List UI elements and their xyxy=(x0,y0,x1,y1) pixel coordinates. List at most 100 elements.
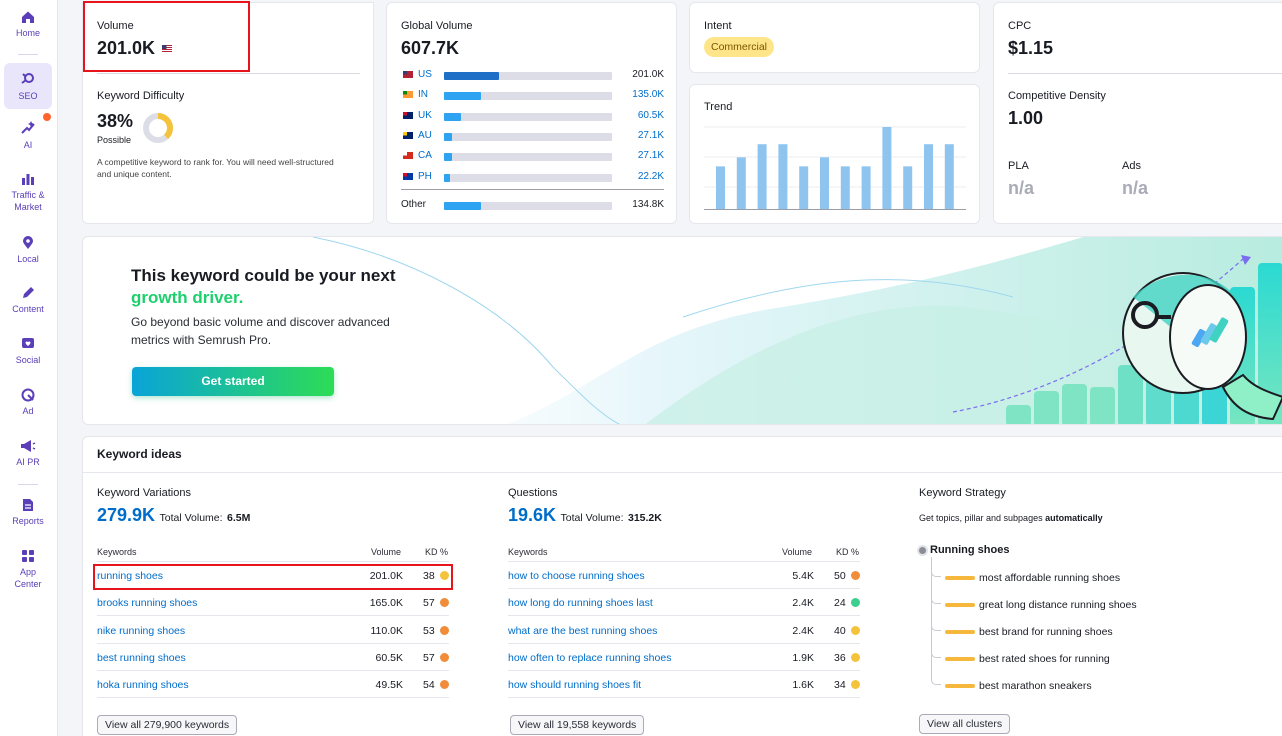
keyword-volume: 1.6K xyxy=(792,679,814,692)
keyword-link[interactable]: how long do running shoes last xyxy=(508,597,653,610)
view-all-clusters-button[interactable]: View all clusters xyxy=(919,714,1011,734)
trend-card: Trend xyxy=(689,84,980,224)
trend-bar[interactable] xyxy=(903,166,913,209)
cluster-item[interactable]: best brand for running shoes xyxy=(931,617,1271,639)
view-all-questions-button[interactable]: View all 19,558 keywords xyxy=(510,715,645,735)
nav-home[interactable]: Home xyxy=(4,10,52,46)
keyword-volume: 49.5K xyxy=(375,679,403,692)
keyword-kd: 57 xyxy=(423,652,449,664)
nav-ai-pr[interactable]: AI PR xyxy=(4,439,52,471)
country-code[interactable]: IN xyxy=(418,89,428,101)
country-code[interactable]: AU xyxy=(418,129,432,141)
trend-bar[interactable] xyxy=(736,157,746,209)
trend-bar[interactable] xyxy=(799,166,809,209)
country-volume[interactable]: 27.1K xyxy=(637,129,664,141)
col-keywords: Keywords xyxy=(97,547,137,557)
strategy-desc-bold: automatically xyxy=(1045,513,1103,523)
volume-number: 201.0K xyxy=(97,38,156,58)
nav-seo[interactable]: SEO xyxy=(4,63,52,109)
nav-center-label: Center xyxy=(14,579,42,589)
questions-count[interactable]: 19.6K xyxy=(508,505,557,525)
cluster-item[interactable]: most affordable running shoes xyxy=(931,563,1271,585)
table-row: how to choose running shoes 5.4K 50 xyxy=(508,562,860,589)
intent-label: Intent xyxy=(704,20,732,32)
keyword-link[interactable]: how often to replace running shoes xyxy=(508,651,672,664)
trend-bar[interactable] xyxy=(944,144,954,209)
table-row: best running shoes 60.5K 57 xyxy=(97,644,449,671)
cluster-item[interactable]: best marathon sneakers xyxy=(931,671,1271,693)
kd-level: Possible xyxy=(97,135,132,145)
country-code[interactable]: PH xyxy=(418,170,432,182)
keyword-link[interactable]: hoka running shoes xyxy=(97,679,189,692)
divider xyxy=(508,561,860,562)
cluster-volume-bar xyxy=(945,630,975,634)
keyword-link[interactable]: brooks running shoes xyxy=(97,597,198,610)
keyword-volume: 2.4K xyxy=(792,624,814,637)
trend-bar[interactable] xyxy=(882,127,892,209)
country-code[interactable]: CA xyxy=(418,150,432,162)
keyword-ideas-section: Keyword ideas Keyword Variations 279.9K … xyxy=(82,436,1282,736)
keyword-link[interactable]: best running shoes xyxy=(97,651,186,664)
keyword-link[interactable]: nike running shoes xyxy=(97,624,186,637)
cluster-volume-bar xyxy=(945,684,975,688)
keyword-strategy-panel: Keyword Strategy Get topics, pillar and … xyxy=(919,487,1282,736)
trend-bar[interactable] xyxy=(924,144,933,209)
kd-status-dot xyxy=(850,652,860,662)
variations-count[interactable]: 279.9K xyxy=(97,505,156,525)
country-volume[interactable]: 60.5K xyxy=(637,109,664,121)
cluster-volume-bar xyxy=(945,603,975,607)
country-share-fill xyxy=(444,92,481,101)
table-row: how often to replace running shoes 1.9K 36 xyxy=(508,644,860,671)
other-share-bar xyxy=(444,202,612,210)
kd-status-dot xyxy=(439,571,449,580)
other-share-fill xyxy=(444,202,481,210)
cluster-label: great long distance running shoes xyxy=(979,599,1137,611)
country-volume[interactable]: 22.2K xyxy=(637,170,664,182)
trend-bar[interactable] xyxy=(861,166,871,209)
trend-bar[interactable] xyxy=(820,157,829,209)
nav-ad[interactable]: Ad xyxy=(4,388,52,420)
trend-bar[interactable] xyxy=(716,166,725,209)
table-row: nike running shoes 110.0K 53 xyxy=(97,617,449,644)
nav-ad-label: Ad xyxy=(22,406,34,416)
trend-bar[interactable] xyxy=(840,166,850,209)
promo-headline: This keyword could be your next xyxy=(131,266,396,285)
nav-app-center[interactable]: App Center xyxy=(4,549,52,593)
keyword-volume: 2.4K xyxy=(792,597,814,610)
kd-number: 38 xyxy=(423,570,435,582)
country-code[interactable]: US xyxy=(418,69,432,80)
country-share-bar xyxy=(444,132,612,141)
cluster-item[interactable]: great long distance running shoes xyxy=(931,590,1271,612)
notification-dot xyxy=(43,113,51,121)
variations-label: Keyword Variations xyxy=(97,487,191,499)
cluster-item[interactable]: best rated shoes for running xyxy=(931,644,1271,666)
kd-number: 54 xyxy=(423,679,435,692)
cpc-card: CPC $1.15 Competitive Density 1.00 PLA n… xyxy=(993,2,1282,224)
nav-reports[interactable]: Reports xyxy=(4,498,52,530)
country-volume[interactable]: 135.0K xyxy=(632,89,664,101)
tree-root-label[interactable]: Running shoes xyxy=(930,544,1010,556)
keyword-kd: 53 xyxy=(423,625,449,637)
keyword-link[interactable]: how should running shoes fit xyxy=(508,679,642,692)
nav-social[interactable]: Social xyxy=(4,337,52,369)
get-started-button[interactable]: Get started xyxy=(132,367,334,396)
trend-bar[interactable] xyxy=(757,144,767,209)
country-code[interactable]: UK xyxy=(418,109,432,121)
nav-ai-pr-label: AI PR xyxy=(16,457,40,467)
trend-bar[interactable] xyxy=(778,144,788,209)
table-row: hoka running shoes 49.5K 54 xyxy=(97,671,449,699)
tree-connector xyxy=(931,563,941,577)
keyword-kd: 54 xyxy=(423,679,449,691)
nav-traffic-market[interactable]: Traffic & Market xyxy=(4,172,52,216)
view-all-variations-button[interactable]: View all 279,900 keywords xyxy=(97,715,238,735)
strategy-description: Get topics, pillar and subpages automati… xyxy=(919,513,1103,523)
keyword-link[interactable]: what are the best running shoes xyxy=(508,624,658,637)
nav-content[interactable]: Content xyxy=(4,286,52,318)
country-volume[interactable]: 27.1K xyxy=(637,150,664,162)
keyword-link[interactable]: how to choose running shoes xyxy=(508,570,645,582)
other-volume: 134.8K xyxy=(632,199,664,210)
table-row: what are the best running shoes 2.4K 40 xyxy=(508,617,860,644)
nav-ai[interactable]: AI xyxy=(4,113,52,156)
nav-local[interactable]: Local xyxy=(4,236,52,268)
keyword-link[interactable]: running shoes xyxy=(97,570,163,582)
